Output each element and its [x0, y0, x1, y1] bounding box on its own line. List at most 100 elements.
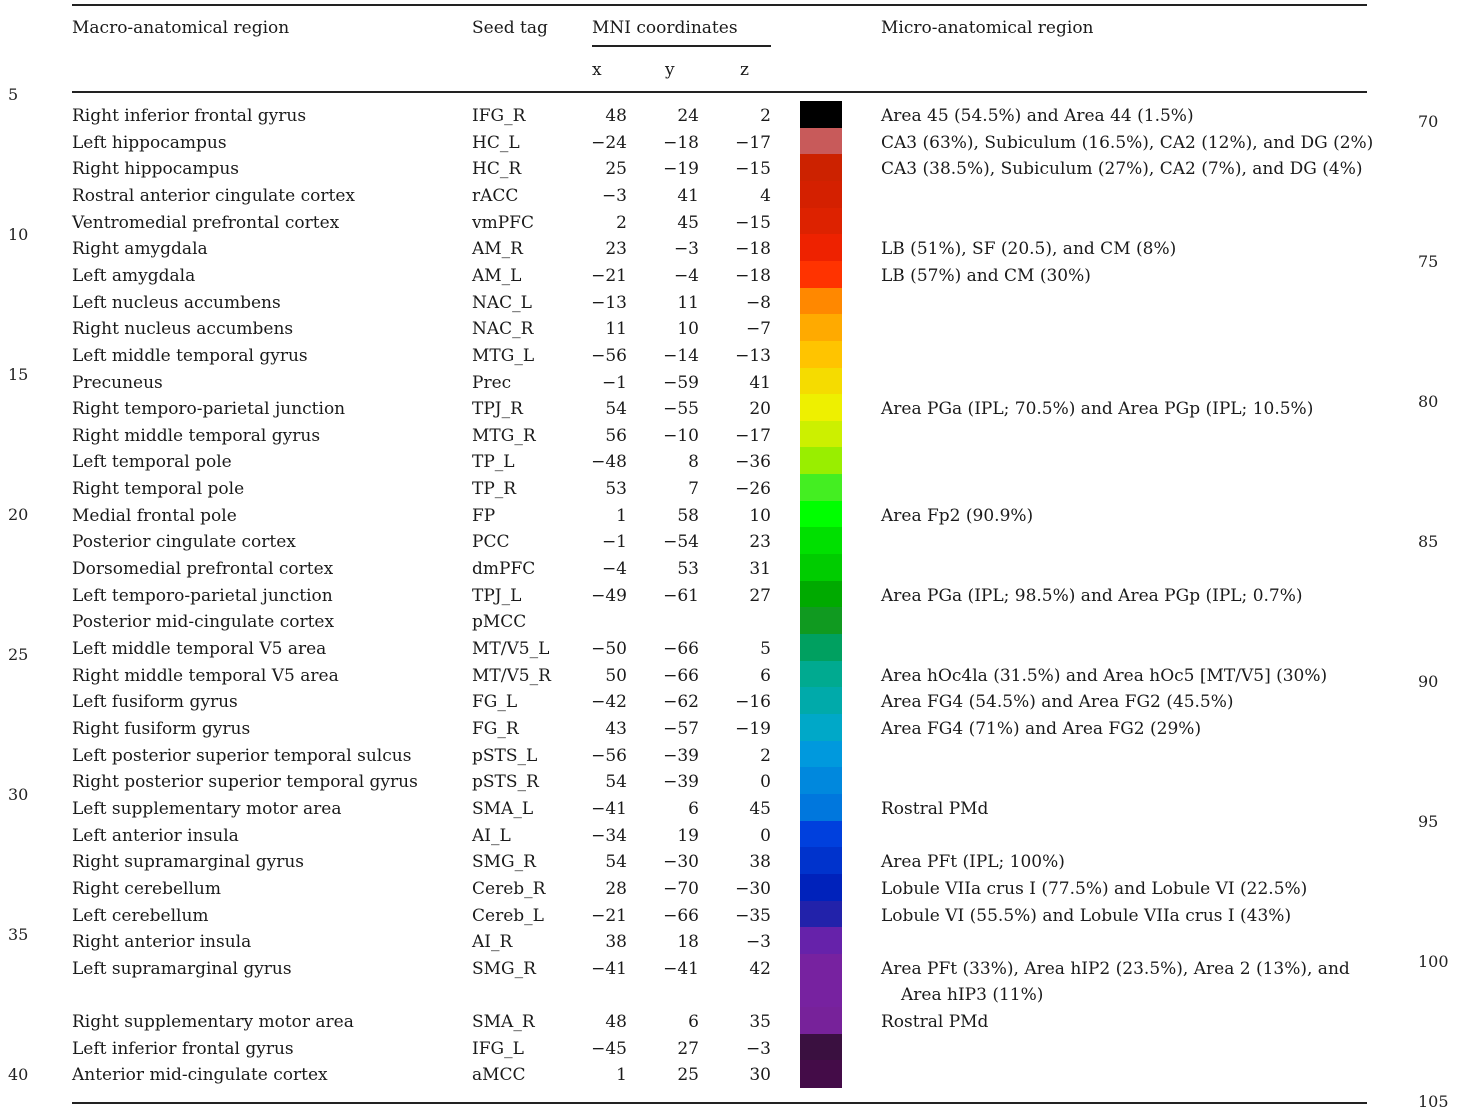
mni-x-cell: 54	[605, 852, 627, 873]
mni-y-cell: 27	[677, 1038, 699, 1059]
macro-region-cell: Left middle temporal gyrus	[72, 345, 308, 366]
mni-y-cell: 45	[677, 212, 699, 233]
seed-tag-cell: MTG_R	[472, 425, 536, 446]
seed-tag-cell: MTG_L	[472, 345, 535, 366]
macro-region-cell: Dorsomedial prefrontal cortex	[72, 559, 334, 580]
seed-tag-cell: TP_L	[472, 452, 515, 473]
mni-y-cell: 6	[688, 1012, 699, 1033]
mni-y-cell: 25	[677, 1065, 699, 1086]
mni-y-cell: 8	[688, 452, 699, 473]
seed-color-swatch	[800, 287, 842, 315]
mni-x-cell: −1	[601, 372, 627, 393]
seed-color-swatch	[800, 127, 842, 155]
mni-y-cell: −14	[663, 345, 699, 366]
mni-z-cell: 30	[749, 1065, 771, 1086]
seed-tag-cell: vmPFC	[472, 212, 534, 233]
mni-z-cell: −17	[735, 425, 771, 446]
seed-color-swatch	[800, 447, 842, 475]
seed-color-swatch	[800, 394, 842, 422]
seed-color-swatch	[800, 820, 842, 848]
seed-tag-cell: Cereb_L	[472, 905, 544, 926]
micro-region-cell: CA3 (38.5%), Subiculum (27%), CA2 (7%), …	[881, 159, 1363, 180]
macro-region-cell: Left temporal pole	[72, 452, 232, 473]
mni-y-cell: 19	[677, 825, 699, 846]
seed-color-swatch	[800, 607, 842, 635]
seed-tag-cell: pSTS_L	[472, 745, 538, 766]
micro-region-cell: Area hOc4la (31.5%) and Area hOc5 [MT/V5…	[881, 665, 1328, 686]
mni-z-cell: −15	[735, 212, 771, 233]
mni-y-cell: 58	[677, 505, 699, 526]
mni-y-cell: 18	[677, 932, 699, 953]
header-macro: Macro-anatomical region	[72, 18, 290, 38]
micro-region-cell-continued: Area hIP3 (11%)	[901, 985, 1044, 1006]
mni-x-cell: 38	[605, 932, 627, 953]
line-number-left: 35	[8, 925, 29, 944]
mni-y-cell: −3	[673, 239, 699, 260]
seed-color-swatch	[800, 314, 842, 342]
mni-z-cell: 2	[760, 106, 771, 126]
mni-z-cell: 35	[749, 1012, 771, 1033]
mni-y-cell: −55	[663, 399, 699, 420]
mni-z-cell: 0	[760, 825, 771, 846]
mni-y-cell: 10	[677, 319, 699, 340]
macro-region-cell: Right posterior superior temporal gyrus	[72, 772, 418, 793]
seed-color-swatch	[800, 207, 842, 235]
micro-region-cell: Rostral PMd	[881, 798, 989, 819]
seed-color-swatch	[800, 927, 842, 955]
seed-color-swatch	[800, 713, 842, 742]
seed-tag-cell: IFG_L	[472, 1038, 524, 1059]
seed-color-swatch	[800, 1060, 842, 1088]
mni-z-cell: 41	[749, 372, 771, 393]
macro-region-cell: Right middle temporal V5 area	[72, 665, 339, 686]
seed-color-swatch	[800, 873, 842, 902]
macro-region-cell: Medial frontal pole	[72, 505, 237, 526]
mni-x-cell: 1	[616, 505, 627, 526]
mni-z-cell: 42	[749, 958, 771, 979]
seed-tag-cell: TPJ_L	[472, 585, 522, 606]
mni-x-cell: 54	[605, 399, 627, 420]
mni-y-cell: −70	[663, 878, 699, 899]
micro-region-cell: CA3 (63%), Subiculum (16.5%), CA2 (12%),…	[881, 132, 1374, 153]
mni-z-cell: −19	[735, 718, 771, 739]
seed-color-swatch	[800, 420, 842, 449]
macro-region-cell: Posterior cingulate cortex	[72, 532, 296, 553]
macro-region-cell: Left nucleus accumbens	[72, 292, 281, 313]
mni-y-cell: 7	[688, 479, 699, 500]
mni-y-cell: −66	[663, 639, 699, 659]
mni-z-cell: −17	[735, 132, 771, 153]
line-number-right: 105	[1418, 1092, 1449, 1111]
mni-x-cell: 54	[605, 772, 627, 793]
header-micro: Micro-anatomical region	[881, 18, 1094, 38]
seed-color-swatch	[800, 234, 842, 262]
mni-x-cell: −56	[591, 745, 627, 766]
macro-region-cell: Right amygdala	[72, 239, 208, 260]
micro-region-cell: Area FG4 (71%) and Area FG2 (29%)	[881, 718, 1202, 739]
mni-z-cell: −13	[735, 345, 771, 366]
mni-z-cell: 4	[760, 185, 771, 206]
mni-x-cell: 23	[605, 239, 627, 260]
line-number-left: 10	[8, 225, 29, 244]
mni-z-cell: 6	[760, 665, 771, 686]
seed-tag-cell: SMG_R	[472, 852, 536, 873]
seed-tag-cell: MT/V5_L	[472, 639, 550, 659]
macro-region-cell: Left middle temporal V5 area	[72, 639, 327, 659]
seed-color-swatch	[800, 101, 842, 129]
line-number-left: 30	[8, 785, 29, 804]
mni-z-cell: 27	[749, 585, 771, 606]
seed-tag-cell: NAC_L	[472, 292, 532, 313]
mni-y-cell: −41	[663, 958, 699, 979]
mni-y-cell: −66	[663, 665, 699, 686]
seed-color-swatch	[800, 500, 842, 528]
seed-color-swatch	[800, 1033, 842, 1061]
macro-region-cell: Ventromedial prefrontal cortex	[72, 212, 340, 233]
mni-y-cell: −57	[663, 718, 699, 739]
line-number-right: 70	[1418, 112, 1439, 131]
seed-tag-cell: Prec	[472, 372, 512, 393]
macro-region-cell: Left fusiform gyrus	[72, 692, 238, 713]
seed-tag-cell: SMA_R	[472, 1012, 535, 1033]
mni-x-cell: 56	[605, 425, 627, 446]
micro-region-cell: Lobule VI (55.5%) and Lobule VIIa crus I…	[881, 905, 1292, 926]
micro-region-cell: Rostral PMd	[881, 1012, 989, 1033]
seed-color-swatch	[800, 767, 842, 795]
